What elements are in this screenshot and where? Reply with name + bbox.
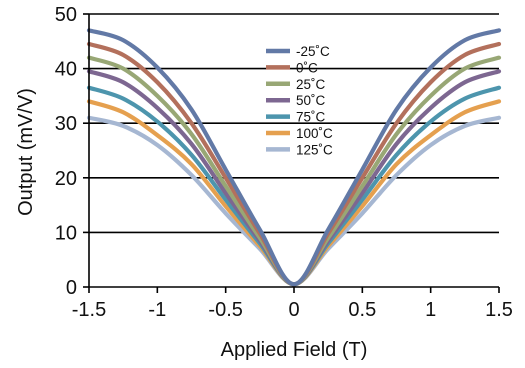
legend-label-0: -25˚C [296, 44, 330, 59]
y-tick-label: 30 [55, 113, 77, 135]
y-tick-label: 20 [55, 168, 77, 190]
y-tick-label: 10 [55, 222, 77, 244]
series-line-6 [86, 115, 502, 287]
x-tick-label: -1.5 [72, 299, 106, 321]
y-tick-label: 50 [55, 4, 77, 26]
y-tick-label: 40 [55, 59, 77, 81]
x-tick-label: -0.5 [208, 299, 242, 321]
y-axis-label: Output (mV/V) [15, 88, 37, 216]
series-line-2 [86, 55, 502, 287]
x-axis-label: Applied Field (T) [221, 339, 368, 361]
legend-label-2: 25˚C [296, 77, 326, 92]
x-tick-label: 1 [425, 299, 436, 321]
series-lines [86, 28, 502, 287]
x-tick-label: 0.5 [348, 299, 376, 321]
series-line-0 [86, 28, 502, 287]
tick-labels: 0 10 20 30 40 50 -1.5 -1 -0.5 0 0.5 1 1.5 [55, 4, 513, 321]
legend-label-6: 125˚C [296, 142, 333, 157]
legend-label-4: 75˚C [296, 110, 326, 125]
legend-label-3: 50˚C [296, 93, 326, 108]
series-line-5 [86, 99, 502, 287]
axes [83, 13, 500, 293]
x-tick-label: 1.5 [485, 299, 513, 321]
x-tick-label: -1 [148, 299, 166, 321]
legend-label-5: 100˚C [296, 126, 333, 141]
series-line-1 [86, 41, 502, 287]
series-line-4 [86, 85, 502, 287]
legend-label-1: 0˚C [296, 60, 318, 75]
y-tick-label: 0 [66, 277, 77, 299]
x-tick-label: 0 [288, 299, 299, 321]
gridlines [89, 13, 499, 234]
